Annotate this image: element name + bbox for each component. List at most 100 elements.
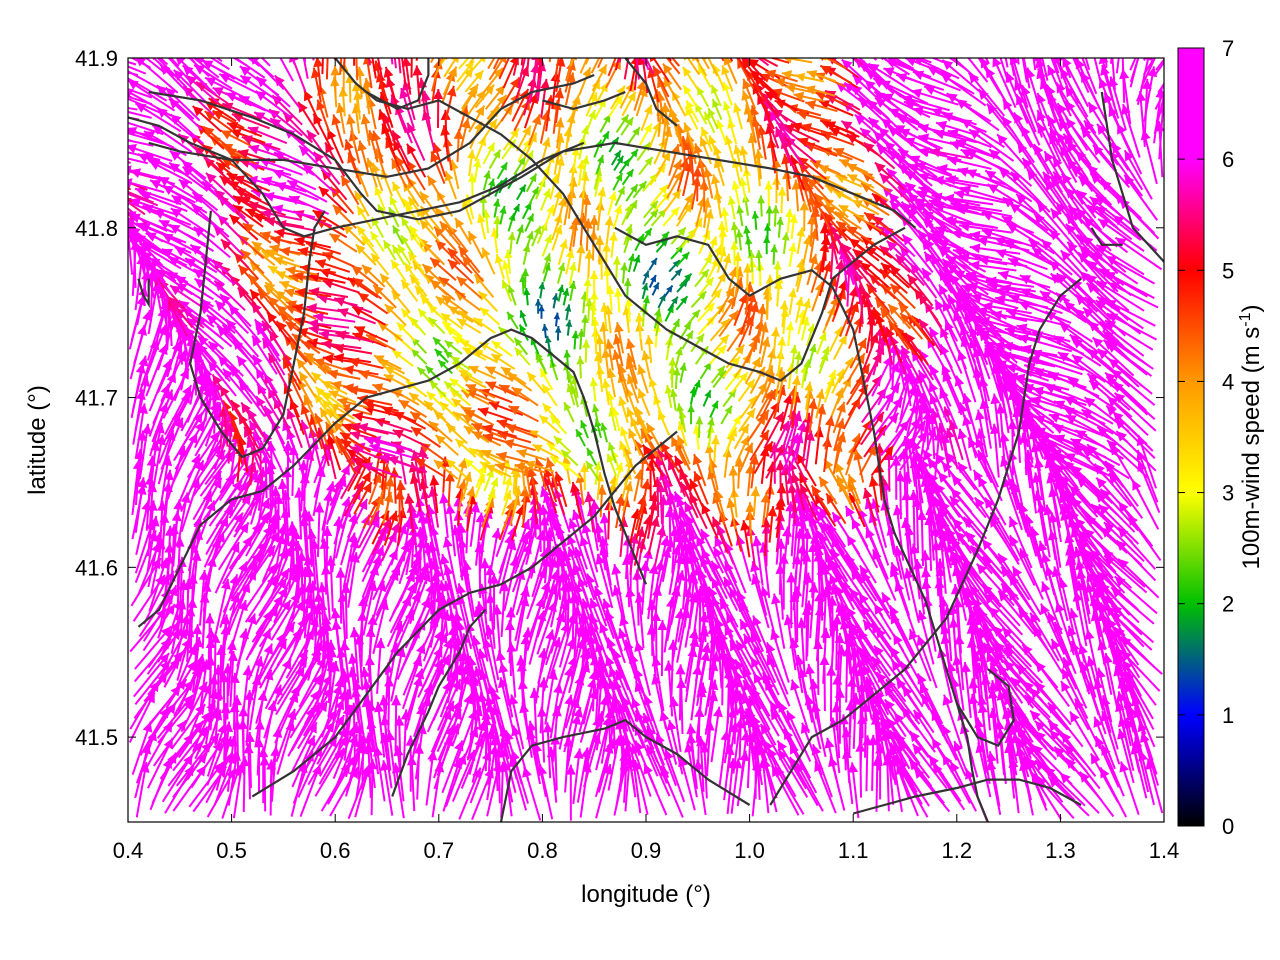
wind-arrow	[796, 110, 831, 123]
x-axis-title: longitude (°)	[581, 881, 711, 908]
wind-arrow	[668, 143, 681, 176]
wind-arrow	[805, 663, 818, 720]
wind-arrow	[214, 578, 231, 634]
wind-arrow	[580, 419, 589, 439]
wind-arrow	[761, 757, 778, 813]
wind-arrow	[686, 723, 697, 780]
wind-arrow	[1068, 608, 1086, 663]
wind-arrow	[1016, 58, 1020, 65]
wind-arrow	[589, 270, 599, 296]
wind-arrow	[615, 114, 630, 133]
wind-arrow	[765, 205, 774, 227]
wind-arrow	[542, 722, 553, 779]
wind-arrow	[687, 404, 695, 425]
wind-arrow	[642, 270, 650, 285]
wind-arrow	[475, 601, 490, 657]
wind-arrow	[551, 293, 559, 309]
wind-arrow	[496, 161, 509, 180]
wind-arrow	[188, 761, 224, 808]
wind-arrow	[1029, 612, 1060, 662]
wind-arrow	[373, 701, 386, 758]
wind-arrow	[349, 627, 360, 684]
wind-arrow	[1047, 720, 1086, 764]
wind-arrow	[539, 188, 551, 211]
colorbar-tick-label: 7	[1222, 36, 1234, 61]
wind-arrow	[967, 72, 1006, 117]
wind-arrow	[777, 186, 787, 214]
wind-arrow	[313, 591, 324, 648]
wind-arrow	[236, 613, 257, 667]
wind-arrow	[808, 343, 817, 366]
wind-arrow	[1061, 668, 1089, 720]
wind-arrow	[961, 662, 972, 718]
wind-arrow	[488, 149, 502, 170]
wind-arrow	[534, 299, 542, 314]
wind-arrow	[818, 352, 829, 374]
x-tick-label: 1.0	[734, 838, 765, 863]
wind-arrow	[424, 654, 450, 706]
wind-arrow	[796, 227, 806, 255]
wind-arrow	[1034, 720, 1075, 762]
x-tick-label: 0.4	[113, 838, 144, 863]
wind-arrow	[977, 58, 1001, 94]
wind-arrow	[859, 649, 892, 698]
wind-arrow	[1047, 776, 1090, 817]
wind-arrow	[330, 608, 342, 665]
wind-arrow	[759, 446, 770, 484]
wind-arrow	[699, 361, 713, 380]
wind-arrow	[524, 213, 535, 232]
wind-arrow	[297, 246, 334, 258]
wind-arrow	[554, 325, 562, 341]
wind-arrow	[516, 184, 527, 201]
wind-arrow	[565, 319, 573, 336]
wind-arrow	[780, 307, 790, 335]
wind-arrow	[128, 222, 140, 243]
wind-arrow	[406, 755, 417, 812]
wind-arrow	[889, 742, 918, 793]
wind-arrow	[752, 615, 776, 668]
wind-arrow	[365, 333, 396, 352]
wind-arrow	[792, 586, 803, 643]
wind-arrow	[1069, 710, 1100, 761]
wind-arrow	[498, 58, 510, 80]
wind-arrow	[474, 136, 487, 162]
wind-arrow	[1119, 761, 1140, 816]
wind-arrow	[582, 339, 591, 363]
wind-arrow	[600, 422, 609, 443]
wind-arrow	[556, 262, 566, 284]
wind-arrow	[584, 58, 590, 65]
wind-arrow	[1129, 58, 1137, 71]
wind-arrow	[195, 58, 202, 63]
wind-arrow	[1029, 709, 1071, 752]
wind-arrow	[128, 186, 132, 191]
wind-arrow	[819, 345, 830, 368]
wind-arrow	[676, 279, 689, 293]
y-tick-label: 41.6	[75, 555, 118, 580]
wind-arrow	[558, 694, 575, 750]
wind-arrow	[602, 598, 623, 652]
wind-arrow	[670, 244, 685, 260]
wind-arrow	[651, 281, 660, 296]
wind-arrow	[564, 304, 572, 321]
wind-arrow	[671, 58, 681, 67]
wind-arrow	[251, 643, 274, 697]
wind-arrow	[722, 388, 737, 408]
wind-arrow	[675, 202, 693, 227]
wind-arrow	[390, 646, 406, 702]
wind-arrow	[446, 225, 469, 253]
wind-arrow	[380, 760, 394, 816]
wind-arrow	[648, 257, 658, 271]
wind-arrow	[541, 383, 558, 407]
wind-arrow	[595, 763, 613, 819]
colorbar-title-main: 100m-wind speed (m s	[1238, 327, 1265, 570]
wind-arrow	[685, 309, 701, 327]
wind-arrow	[790, 679, 810, 734]
x-tick-label: 0.6	[320, 838, 351, 863]
wind-arrow	[776, 216, 784, 238]
wind-arrow	[259, 755, 270, 812]
wind-arrow	[771, 593, 786, 649]
wind-arrow	[614, 185, 626, 207]
wind-arrow	[330, 65, 340, 97]
wind-arrow	[1089, 752, 1119, 803]
